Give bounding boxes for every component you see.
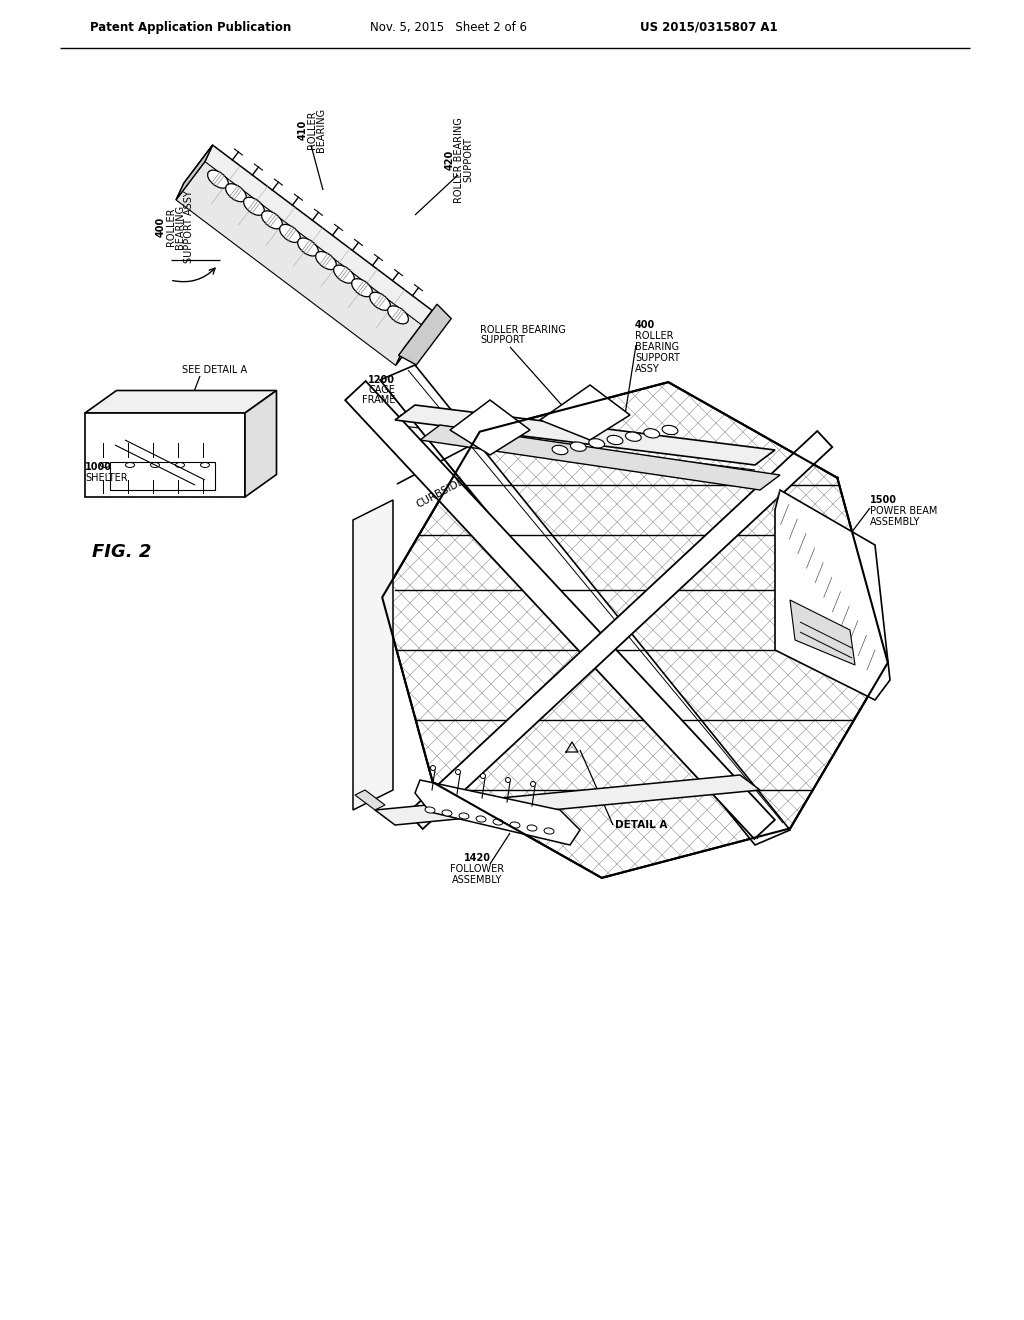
Bar	[110, 462, 215, 490]
Text: FRAME: FRAME	[361, 395, 395, 405]
Text: ROLLER BEARING: ROLLER BEARING	[480, 325, 565, 335]
Polygon shape	[355, 789, 385, 810]
Ellipse shape	[570, 442, 587, 451]
Text: FOLLOWER: FOLLOWER	[450, 865, 504, 874]
Ellipse shape	[527, 825, 537, 832]
Ellipse shape	[442, 810, 452, 816]
Ellipse shape	[626, 432, 641, 441]
Ellipse shape	[100, 462, 110, 467]
Ellipse shape	[530, 781, 536, 787]
Ellipse shape	[480, 774, 485, 779]
Ellipse shape	[425, 807, 435, 813]
Ellipse shape	[493, 818, 503, 825]
Polygon shape	[398, 304, 452, 364]
Text: 1200: 1200	[368, 375, 395, 385]
Text: 410: 410	[298, 120, 308, 140]
Ellipse shape	[175, 462, 184, 467]
Ellipse shape	[151, 462, 160, 467]
Text: ASSY: ASSY	[635, 364, 659, 374]
Text: 400: 400	[156, 216, 166, 238]
Text: ROLLER BEARING: ROLLER BEARING	[454, 117, 464, 203]
Ellipse shape	[126, 462, 134, 467]
Polygon shape	[176, 145, 213, 199]
Ellipse shape	[201, 462, 210, 467]
Polygon shape	[176, 161, 425, 366]
Text: SEE DETAIL A: SEE DETAIL A	[182, 366, 248, 375]
Text: CAGE: CAGE	[368, 385, 395, 395]
Polygon shape	[415, 780, 580, 845]
Ellipse shape	[456, 770, 461, 775]
Polygon shape	[353, 500, 393, 810]
Text: SHELTER: SHELTER	[85, 473, 128, 483]
Polygon shape	[420, 425, 780, 490]
Polygon shape	[790, 601, 855, 665]
Polygon shape	[382, 381, 888, 878]
Text: BEARING: BEARING	[316, 108, 326, 152]
Polygon shape	[245, 391, 276, 498]
Ellipse shape	[225, 183, 247, 202]
Text: 1500: 1500	[870, 495, 897, 506]
Ellipse shape	[315, 252, 336, 269]
Ellipse shape	[334, 265, 354, 282]
Ellipse shape	[262, 211, 283, 228]
Ellipse shape	[351, 279, 373, 297]
Text: SUPPORT: SUPPORT	[480, 335, 525, 345]
Ellipse shape	[552, 445, 568, 454]
Text: POWER BEAM: POWER BEAM	[870, 506, 937, 516]
Ellipse shape	[244, 197, 264, 215]
Ellipse shape	[663, 425, 678, 434]
Text: ASSEMBLY: ASSEMBLY	[452, 875, 502, 884]
Polygon shape	[395, 310, 432, 366]
Ellipse shape	[607, 436, 623, 445]
Polygon shape	[450, 400, 530, 455]
Text: SUPPORT: SUPPORT	[463, 137, 473, 182]
Ellipse shape	[430, 766, 435, 771]
Text: DETAIL A: DETAIL A	[615, 820, 668, 830]
Polygon shape	[176, 145, 213, 199]
Ellipse shape	[370, 292, 390, 310]
Polygon shape	[395, 405, 775, 465]
Ellipse shape	[459, 813, 469, 818]
Text: ASSEMBLY: ASSEMBLY	[870, 517, 921, 527]
Text: BEARING: BEARING	[175, 205, 185, 249]
Text: SUPPORT: SUPPORT	[635, 352, 680, 363]
Text: BEARING: BEARING	[635, 342, 679, 352]
Text: ROLLER: ROLLER	[307, 111, 317, 149]
Text: 1000: 1000	[85, 462, 112, 473]
Ellipse shape	[589, 438, 604, 447]
Text: ROLLER: ROLLER	[166, 207, 176, 247]
Ellipse shape	[280, 224, 300, 243]
Ellipse shape	[544, 828, 554, 834]
Ellipse shape	[510, 822, 520, 828]
Text: US 2015/0315807 A1: US 2015/0315807 A1	[640, 21, 777, 33]
Text: CURBSIDE: CURBSIDE	[415, 477, 467, 510]
Text: 400: 400	[635, 319, 655, 330]
Ellipse shape	[298, 238, 318, 256]
Ellipse shape	[476, 816, 486, 822]
Text: FIG. 2: FIG. 2	[92, 543, 152, 561]
Polygon shape	[345, 381, 775, 840]
Ellipse shape	[506, 777, 511, 783]
Polygon shape	[540, 385, 630, 440]
Polygon shape	[85, 413, 245, 498]
Polygon shape	[380, 366, 790, 845]
Ellipse shape	[644, 429, 659, 438]
Text: Nov. 5, 2015   Sheet 2 of 6: Nov. 5, 2015 Sheet 2 of 6	[370, 21, 527, 33]
Polygon shape	[85, 391, 276, 413]
Polygon shape	[408, 432, 833, 829]
Text: 420: 420	[445, 150, 455, 170]
Polygon shape	[775, 490, 890, 700]
Text: ROLLER: ROLLER	[635, 331, 674, 341]
Polygon shape	[375, 775, 760, 825]
Polygon shape	[183, 145, 432, 348]
Text: SUPPORT ASSY: SUPPORT ASSY	[184, 190, 194, 264]
Text: Patent Application Publication: Patent Application Publication	[90, 21, 291, 33]
Text: 1420: 1420	[464, 853, 490, 863]
Ellipse shape	[208, 170, 228, 189]
Ellipse shape	[388, 306, 409, 323]
